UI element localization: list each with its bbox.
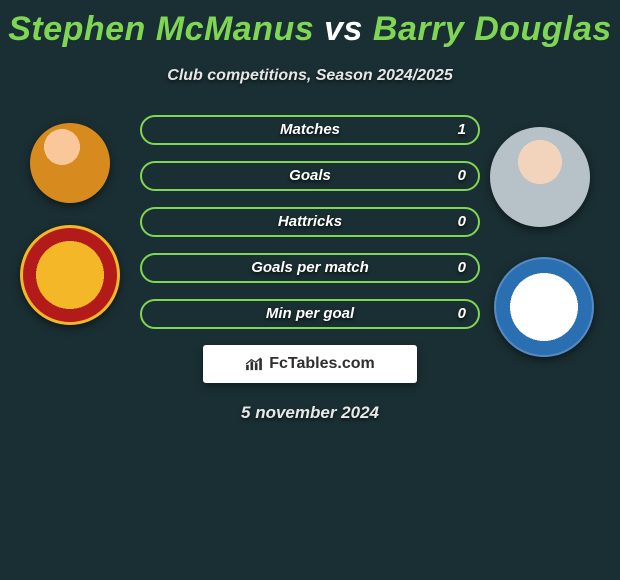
comparison-panel: Matches 1 Goals 0 Hattricks 0 Goals per … xyxy=(0,115,620,423)
vs-text: vs xyxy=(324,10,363,48)
subtitle: Club competitions, Season 2024/2025 xyxy=(0,67,620,85)
stat-label: Hattricks xyxy=(142,209,478,235)
bar-chart-icon xyxy=(245,357,263,371)
player2-avatar xyxy=(490,127,590,227)
stat-value: 0 xyxy=(458,301,466,327)
date-text: 5 november 2024 xyxy=(0,403,620,423)
stat-label: Matches xyxy=(142,117,478,143)
stat-row-goals-per-match: Goals per match 0 xyxy=(140,253,480,283)
club2-crest xyxy=(494,257,594,357)
club1-crest xyxy=(20,225,120,325)
stat-label: Goals xyxy=(142,163,478,189)
stat-value: 0 xyxy=(458,255,466,281)
player1-name: Stephen McManus xyxy=(8,10,314,48)
stat-bars: Matches 1 Goals 0 Hattricks 0 Goals per … xyxy=(140,115,480,329)
player2-name: Barry Douglas xyxy=(373,10,612,48)
stat-value: 1 xyxy=(458,117,466,143)
page-title: Stephen McManus vs Barry Douglas xyxy=(0,0,620,49)
stat-row-min-per-goal: Min per goal 0 xyxy=(140,299,480,329)
stat-value: 0 xyxy=(458,163,466,189)
stat-row-matches: Matches 1 xyxy=(140,115,480,145)
stat-row-goals: Goals 0 xyxy=(140,161,480,191)
stat-row-hattricks: Hattricks 0 xyxy=(140,207,480,237)
stat-label: Goals per match xyxy=(142,255,478,281)
player1-avatar xyxy=(30,123,110,203)
watermark-text: FcTables.com xyxy=(269,355,375,373)
stat-label: Min per goal xyxy=(142,301,478,327)
stat-value: 0 xyxy=(458,209,466,235)
watermark: FcTables.com xyxy=(203,345,417,383)
